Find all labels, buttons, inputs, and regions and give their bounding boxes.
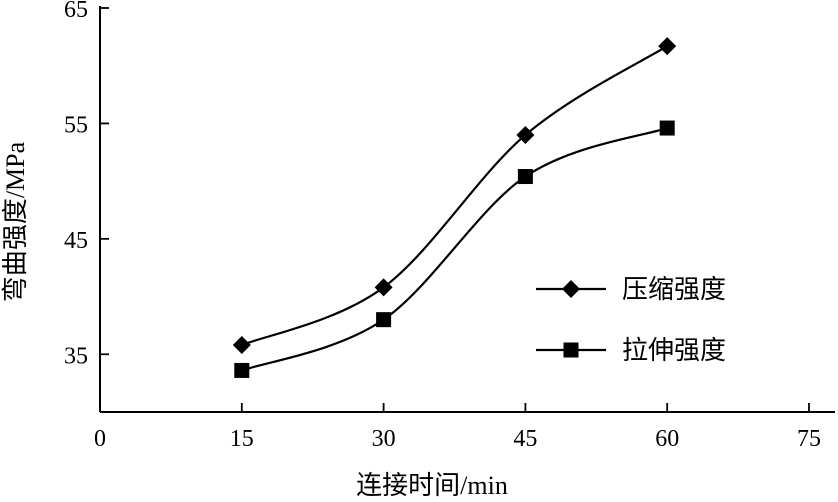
legend-label: 压缩强度 bbox=[622, 275, 726, 304]
x-tick-label: 60 bbox=[655, 426, 679, 452]
x-axis-title: 连接时间/min bbox=[356, 471, 508, 500]
y-tick-label: 65 bbox=[64, 0, 88, 23]
square-marker bbox=[234, 362, 250, 378]
square-marker bbox=[376, 312, 392, 328]
series-line bbox=[241, 45, 668, 347]
x-tick-label: 0 bbox=[94, 426, 106, 452]
plot-frame bbox=[99, 6, 835, 413]
series-layer bbox=[232, 37, 677, 378]
series-2 bbox=[234, 120, 675, 378]
y-ticks: 35 45 55 65 bbox=[64, 0, 109, 369]
y-tick-label: 35 bbox=[64, 343, 88, 369]
y-tick-label: 45 bbox=[64, 228, 88, 254]
y-axis-title: 弯曲强度/MPa bbox=[1, 141, 30, 302]
legend-diamond-marker bbox=[562, 280, 580, 298]
diamond-marker bbox=[374, 278, 393, 297]
square-marker bbox=[517, 169, 533, 185]
x-tick-label: 45 bbox=[513, 426, 537, 452]
diamond-marker bbox=[232, 336, 251, 355]
series-1 bbox=[232, 37, 677, 355]
x-ticks: 0 15 30 45 60 75 bbox=[94, 403, 821, 452]
square-marker bbox=[659, 120, 675, 136]
series-line bbox=[241, 127, 668, 372]
y-tick-label: 55 bbox=[64, 112, 88, 138]
x-tick-label: 75 bbox=[797, 426, 821, 452]
diamond-marker bbox=[658, 37, 677, 56]
x-tick-label: 30 bbox=[372, 426, 396, 452]
x-tick-label: 15 bbox=[230, 426, 254, 452]
legend-square-marker bbox=[563, 342, 579, 358]
diamond-marker bbox=[516, 125, 535, 144]
legend-item-1: 压缩强度 bbox=[536, 275, 726, 304]
legend-item-2: 拉伸强度 bbox=[536, 336, 726, 365]
legend-label: 拉伸强度 bbox=[622, 336, 726, 365]
